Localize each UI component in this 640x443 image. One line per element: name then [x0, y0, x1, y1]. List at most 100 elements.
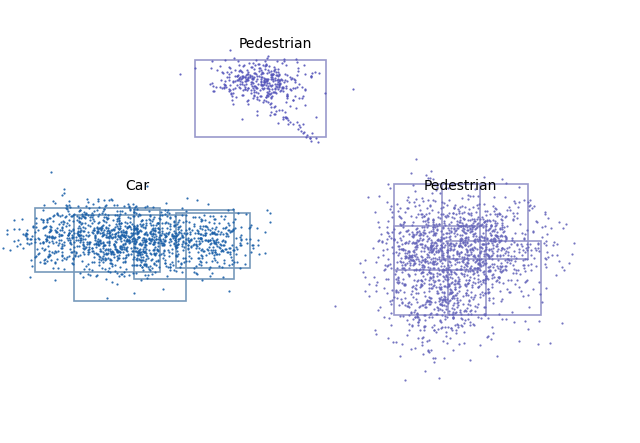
Point	[501, 234, 511, 241]
Point	[55, 213, 65, 220]
Point	[299, 128, 309, 136]
Point	[459, 307, 469, 315]
Point	[436, 227, 446, 234]
Point	[24, 240, 35, 247]
Point	[51, 249, 61, 256]
Point	[302, 132, 312, 139]
Point	[103, 225, 113, 232]
Point	[200, 231, 211, 238]
Point	[227, 256, 237, 263]
Point	[206, 246, 216, 253]
Point	[465, 302, 475, 309]
Point	[115, 233, 125, 240]
Point	[533, 241, 543, 248]
Point	[479, 233, 490, 241]
Point	[409, 252, 419, 259]
Point	[166, 246, 177, 253]
Point	[145, 249, 156, 256]
Point	[92, 228, 102, 235]
Point	[508, 269, 518, 276]
Point	[487, 283, 497, 290]
Point	[467, 253, 477, 260]
Point	[437, 251, 447, 258]
Point	[39, 223, 49, 230]
Point	[525, 202, 535, 209]
Point	[474, 283, 484, 290]
Point	[154, 240, 164, 247]
Point	[278, 58, 289, 65]
Point	[492, 233, 502, 240]
Point	[192, 270, 202, 277]
Point	[440, 315, 450, 323]
Point	[195, 231, 205, 238]
Point	[458, 238, 468, 245]
Point	[463, 211, 474, 218]
Point	[300, 85, 310, 93]
Point	[95, 245, 105, 253]
Point	[31, 219, 42, 226]
Point	[484, 268, 495, 275]
Point	[526, 251, 536, 258]
Point	[278, 84, 288, 91]
Point	[461, 271, 472, 278]
Point	[460, 223, 470, 230]
Point	[458, 215, 468, 222]
Point	[60, 229, 70, 236]
Point	[66, 227, 76, 234]
Point	[491, 233, 501, 240]
Point	[492, 353, 502, 360]
Point	[269, 63, 279, 70]
Point	[498, 279, 508, 286]
Point	[104, 265, 115, 272]
Point	[426, 245, 436, 253]
Point	[98, 222, 108, 229]
Point	[397, 264, 408, 272]
Point	[129, 226, 139, 233]
Point	[452, 225, 463, 232]
Point	[417, 218, 428, 225]
Point	[411, 195, 421, 202]
Point	[524, 206, 534, 214]
Point	[415, 229, 425, 237]
Point	[495, 232, 506, 239]
Point	[113, 255, 123, 262]
Point	[89, 227, 99, 234]
Point	[21, 229, 31, 236]
Point	[488, 226, 498, 233]
Point	[473, 300, 483, 307]
Point	[418, 236, 428, 243]
Point	[207, 229, 217, 236]
Point	[164, 238, 174, 245]
Point	[491, 277, 501, 284]
Point	[178, 237, 188, 245]
Point	[214, 263, 225, 270]
Point	[243, 74, 253, 81]
Point	[45, 224, 56, 231]
Point	[412, 244, 422, 251]
Point	[292, 68, 303, 75]
Point	[382, 198, 392, 206]
Point	[490, 231, 500, 238]
Point	[130, 244, 140, 251]
Point	[262, 79, 272, 86]
Point	[273, 73, 284, 80]
Point	[383, 276, 394, 283]
Point	[436, 236, 446, 243]
Point	[209, 239, 220, 246]
Point	[420, 256, 430, 263]
Point	[480, 289, 490, 296]
Point	[87, 210, 97, 217]
Point	[486, 335, 497, 342]
Point	[280, 76, 290, 83]
Point	[145, 266, 155, 273]
Point	[166, 237, 177, 245]
Point	[479, 290, 490, 297]
Point	[468, 247, 479, 254]
Point	[497, 216, 508, 223]
Point	[503, 255, 513, 262]
Point	[218, 83, 228, 90]
Point	[467, 270, 477, 277]
Point	[134, 249, 144, 256]
Point	[127, 247, 137, 254]
Point	[83, 246, 93, 253]
